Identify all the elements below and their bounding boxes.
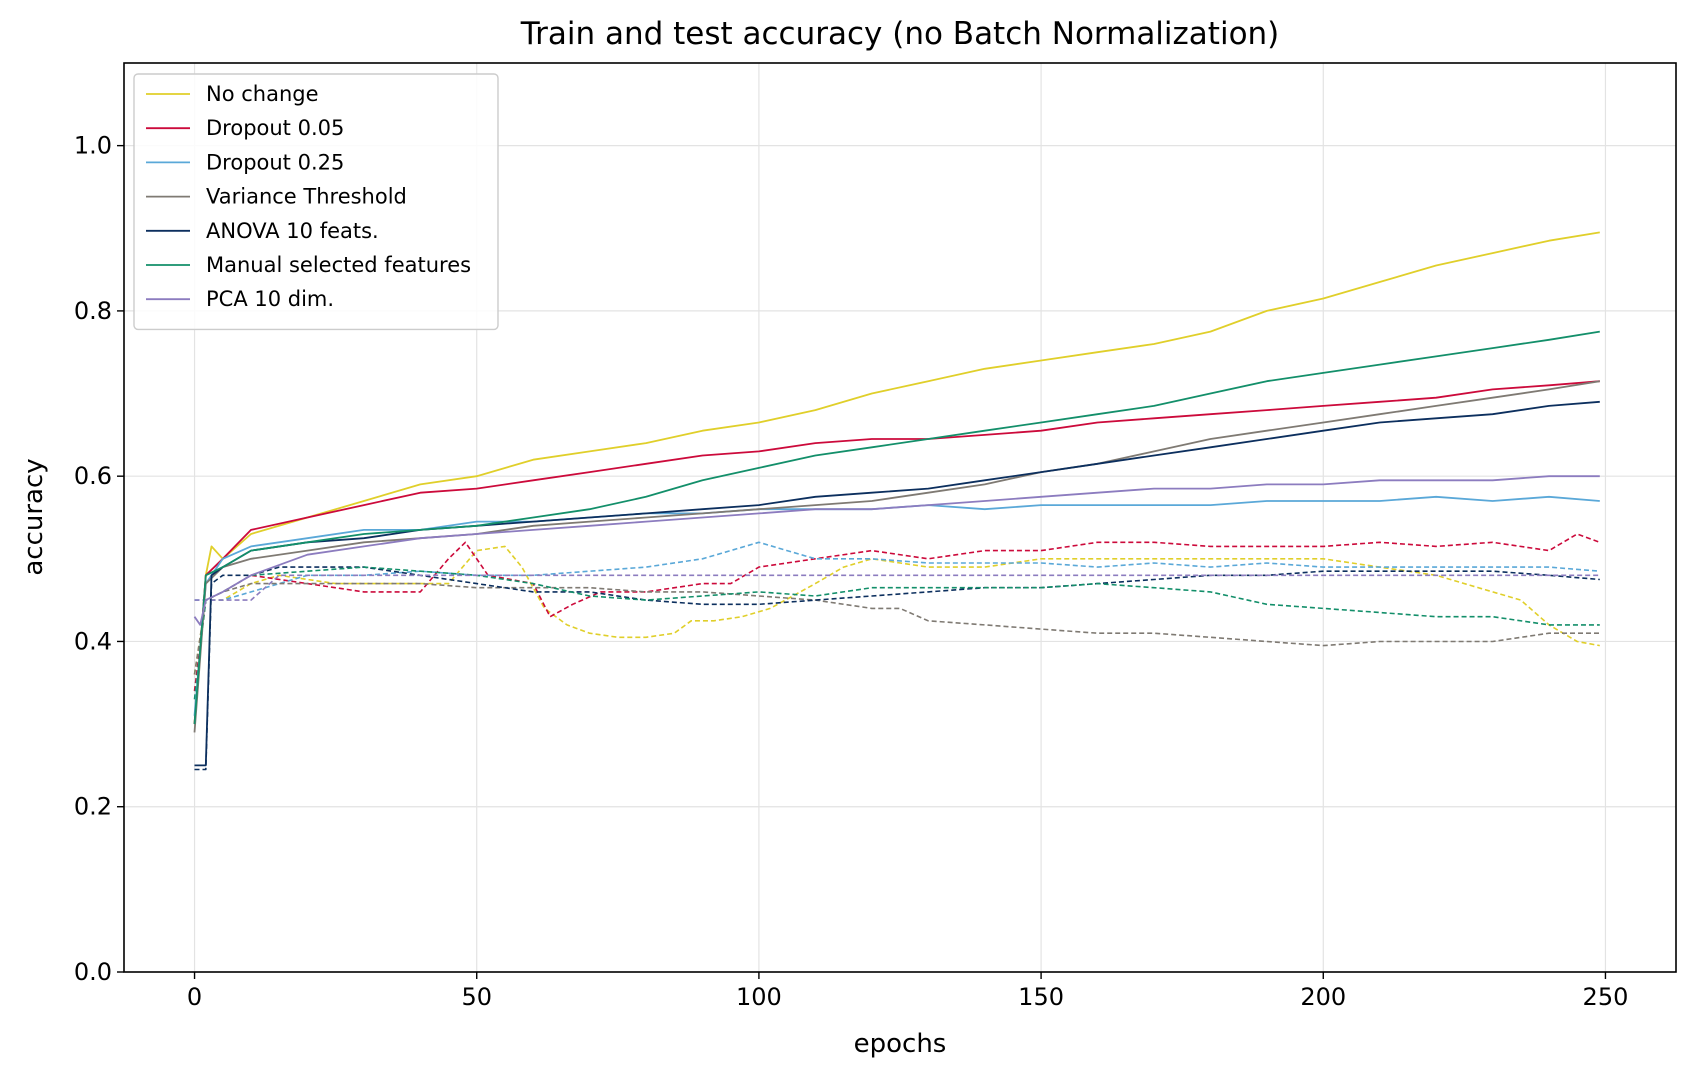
series-line-train — [193, 380, 1600, 725]
y-tick-label: 0.4 — [74, 627, 112, 655]
plot-frame — [123, 62, 1677, 973]
series-line-test — [193, 533, 1601, 692]
series-line-train — [193, 231, 1600, 725]
series-line-train — [193, 380, 1600, 733]
axis-ticks: 0 50 100 150 200 250 0.0 0.2 0.4 0.6 0.8 1.0 — [74, 132, 1629, 1011]
legend-label: No change — [206, 82, 319, 106]
series-line-test — [193, 582, 1600, 675]
y-axis-label: accuracy — [19, 458, 49, 575]
series-line-train — [193, 475, 1600, 626]
series-line-test — [194, 566, 1600, 771]
chart-title: Train and test accuracy (no Batch Normal… — [520, 16, 1280, 52]
y-tick-label: 0.8 — [74, 297, 112, 325]
legend: No change Dropout 0.05 Dropout 0.25 Varianc… — [133, 73, 499, 331]
legend-label: Dropout 0.25 — [206, 150, 344, 174]
legend-label: PCA 10 dim. — [206, 287, 334, 311]
legend-label: ANOVA 10 feats. — [206, 219, 379, 243]
x-tick-label: 200 — [1300, 983, 1346, 1011]
x-tick-label: 100 — [736, 983, 782, 1011]
x-tick-label: 250 — [1583, 983, 1629, 1011]
y-tick-label: 0.2 — [74, 793, 112, 821]
x-tick-label: 150 — [1018, 983, 1064, 1011]
y-tick-label: 0.0 — [74, 958, 112, 986]
series-line-train — [193, 330, 1600, 725]
legend-label: Dropout 0.05 — [206, 116, 344, 140]
x-tick-label: 50 — [461, 983, 492, 1011]
y-tick-label: 0.6 — [74, 462, 112, 490]
legend-box — [133, 73, 499, 331]
x-tick-label: 0 — [187, 983, 202, 1011]
y-tick-label: 1.0 — [74, 132, 112, 160]
legend-label: Variance Threshold — [206, 185, 407, 209]
series-lines — [193, 231, 1601, 771]
x-axis-label: epochs — [854, 1029, 947, 1059]
legend-label: Manual selected features — [206, 253, 471, 277]
series-line-test — [193, 566, 1600, 700]
